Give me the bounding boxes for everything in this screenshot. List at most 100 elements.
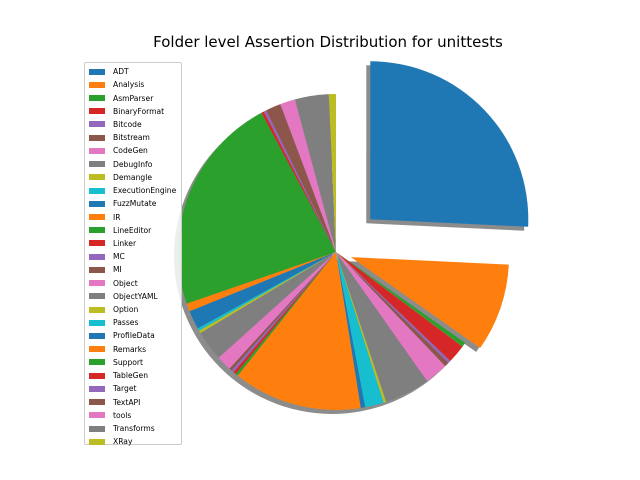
- legend-swatch: [89, 399, 105, 406]
- legend-item: Analysis: [89, 78, 181, 91]
- legend-item: ExecutionEngine: [89, 184, 181, 197]
- legend-item: Support: [89, 356, 181, 369]
- pie-slice-support: [178, 112, 336, 304]
- chart-title: Folder level Assertion Distribution for …: [153, 33, 503, 51]
- legend-item: MC: [89, 250, 181, 263]
- legend-label: AsmParser: [113, 93, 154, 103]
- legend-item: Option: [89, 303, 181, 316]
- legend-item: Object: [89, 277, 181, 290]
- legend-swatch: [89, 293, 105, 300]
- pie-slice-xray: [328, 94, 336, 252]
- legend-label: MI: [113, 265, 122, 275]
- legend-label: FuzzMutate: [113, 199, 157, 209]
- legend-swatch: [89, 147, 105, 154]
- legend-swatch: [89, 161, 105, 168]
- pie-slice-linker: [233, 252, 336, 374]
- legend-item: Linker: [89, 237, 181, 250]
- legend-label: TableGen: [113, 371, 149, 381]
- legend-label: TextAPI: [113, 397, 141, 407]
- legend-swatch: [89, 332, 105, 339]
- legend-item: DebugInfo: [89, 158, 181, 171]
- legend-label: LineEditor: [113, 225, 152, 235]
- legend-swatch: [89, 359, 105, 366]
- pie-slice-asmparser: [336, 252, 466, 347]
- legend-label: Demangle: [113, 172, 152, 182]
- legend-swatch: [89, 81, 105, 88]
- legend-item: Remarks: [89, 343, 181, 356]
- legend-item: IR: [89, 210, 181, 223]
- legend-label: DebugInfo: [113, 159, 153, 169]
- legend-item: Target: [89, 382, 181, 395]
- legend-swatch: [89, 121, 105, 128]
- legend-label: MC: [113, 252, 125, 262]
- legend-item: MI: [89, 263, 181, 276]
- pie-slice-tablegen: [261, 111, 336, 253]
- legend: ADT Analysis AsmParser BinaryFormat Bitcode B…: [84, 62, 182, 448]
- legend-item: ADT: [89, 65, 181, 78]
- legend-label: Transforms: [113, 424, 155, 434]
- legend-item: XRay: [89, 435, 181, 448]
- legend-swatch: [89, 306, 105, 313]
- pie-slice-adt: [370, 61, 529, 227]
- legend-label: Remarks: [113, 344, 147, 354]
- legend-item: Bitcode: [89, 118, 181, 131]
- pie-slice-bitcode: [336, 252, 451, 363]
- legend-label: ExecutionEngine: [113, 186, 177, 196]
- legend-swatch: [89, 253, 105, 260]
- pie-slice-executionengine: [336, 252, 384, 408]
- pie-slice-object: [218, 252, 336, 369]
- legend-label: ProfileData: [113, 331, 155, 341]
- legend-label: Object: [113, 278, 138, 288]
- legend-label: Support: [113, 357, 144, 367]
- legend-item: Demangle: [89, 171, 181, 184]
- legend-label: CodeGen: [113, 146, 148, 156]
- legend-swatch: [89, 319, 105, 326]
- pie-slice-fuzzmutate: [336, 252, 366, 409]
- legend-swatch: [89, 385, 105, 392]
- legend-item: Passes: [89, 316, 181, 329]
- pie-slice-codegen: [336, 252, 446, 382]
- legend-label: IR: [113, 212, 121, 222]
- legend-item: ObjectYAML: [89, 290, 181, 303]
- legend-label: ADT: [113, 67, 129, 77]
- pie-slice-tools: [280, 99, 336, 253]
- legend-item: AsmParser: [89, 91, 181, 104]
- pie-slice-remarks: [186, 252, 336, 312]
- legend-item: BinaryFormat: [89, 105, 181, 118]
- pie-slice-target: [263, 110, 336, 253]
- legend-swatch: [89, 68, 105, 75]
- legend-label: Bitstream: [113, 133, 150, 143]
- legend-item: TextAPI: [89, 395, 181, 408]
- pie-slice-transforms: [294, 94, 336, 252]
- legend-item: FuzzMutate: [89, 197, 181, 210]
- legend-label: Linker: [113, 238, 137, 248]
- pie-slice-bitstream: [336, 252, 449, 367]
- pie-slice-binaryformat: [336, 252, 463, 362]
- pie-slice-demangle: [336, 252, 387, 403]
- legend-swatch: [89, 266, 105, 273]
- legend-item: TableGen: [89, 369, 181, 382]
- legend-swatch: [89, 95, 105, 102]
- legend-swatch: [89, 187, 105, 194]
- legend-label: Option: [113, 305, 139, 315]
- legend-swatch: [89, 240, 105, 247]
- legend-label: Analysis: [113, 80, 145, 90]
- pie-slice-mc: [231, 252, 336, 373]
- legend-swatch: [89, 134, 105, 141]
- legend-swatch: [89, 438, 105, 445]
- legend-swatch: [89, 280, 105, 287]
- pie-slice-debuginfo: [336, 252, 428, 402]
- legend-swatch: [89, 425, 105, 432]
- pie-slice-mi: [229, 252, 336, 371]
- legend-label: XRay: [113, 437, 133, 447]
- legend-swatch: [89, 200, 105, 207]
- legend-label: Bitcode: [113, 119, 142, 129]
- legend-swatch: [89, 227, 105, 234]
- legend-item: ProfileData: [89, 329, 181, 342]
- pie-slice-passes: [197, 252, 336, 331]
- legend-item: CodeGen: [89, 144, 181, 157]
- legend-label: Passes: [113, 318, 139, 328]
- pie-slice-analysis: [350, 257, 509, 349]
- pie-slice-textapi: [266, 104, 336, 252]
